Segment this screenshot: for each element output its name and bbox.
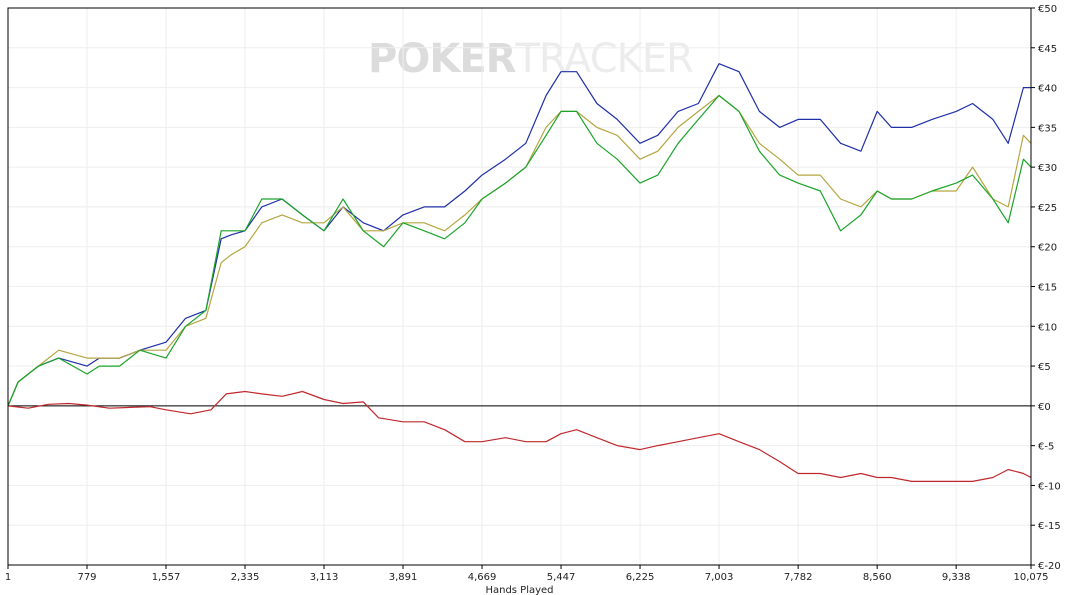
y-tick-label: €5: [1038, 362, 1051, 373]
x-tick-label: 5,447: [547, 572, 576, 583]
x-tick-label: 7,003: [705, 572, 734, 583]
watermark: POKERTRACKER: [368, 36, 693, 82]
y-axis-ticks: €-20 €-15 €-10 €-5 €0 €5 €10 €15 €20 €25 €30 €35 €40…: [1031, 4, 1061, 572]
series-line-1: [7, 63, 1031, 407]
y-tick-label: €10: [1038, 322, 1057, 333]
x-tick-label: 10,075: [1014, 572, 1049, 583]
y-tick-label: €50: [1038, 4, 1057, 15]
watermark-light: TRACKER: [514, 36, 693, 82]
series-lines: [7, 63, 1032, 482]
y-tick-label: €45: [1038, 44, 1057, 55]
series-line-4: [7, 390, 1032, 482]
x-tick-label: 3,113: [310, 572, 339, 583]
y-tick-label: €-15: [1038, 521, 1061, 532]
y-tick-label: €40: [1038, 84, 1057, 95]
x-tick-label: 9,338: [942, 572, 971, 583]
y-tick-label: €30: [1038, 163, 1057, 174]
x-tick-label: 1,557: [152, 572, 181, 583]
y-tick-label: €0: [1038, 402, 1051, 413]
x-tick-label: 3,891: [389, 572, 418, 583]
x-tick-label: 8,560: [863, 572, 892, 583]
y-tick-label: €15: [1038, 283, 1057, 294]
y-tick-label: €-10: [1038, 481, 1061, 492]
x-tick-label: 7,782: [784, 572, 813, 583]
x-axis-ticks: 1 779 1,557 2,335 3,113 3,891 4,669 5,447 6,225 7…: [5, 565, 1049, 583]
y-tick-label: €35: [1038, 123, 1057, 134]
x-tick-label: 4,669: [468, 572, 497, 583]
y-tick-label: €-20: [1038, 561, 1061, 572]
x-tick-label: 1: [5, 572, 11, 583]
x-tick-label: 2,335: [231, 572, 260, 583]
y-tick-label: €25: [1038, 203, 1057, 214]
x-tick-label: 779: [77, 572, 96, 583]
series-line-3: [7, 94, 1032, 407]
grid: [7, 7, 1032, 566]
x-tick-label: 6,225: [626, 572, 655, 583]
watermark-bold: POKER: [368, 36, 516, 82]
x-axis-title: Hands Played: [485, 585, 553, 595]
y-tick-label: €20: [1038, 243, 1057, 254]
y-tick-label: €-5: [1038, 442, 1054, 453]
